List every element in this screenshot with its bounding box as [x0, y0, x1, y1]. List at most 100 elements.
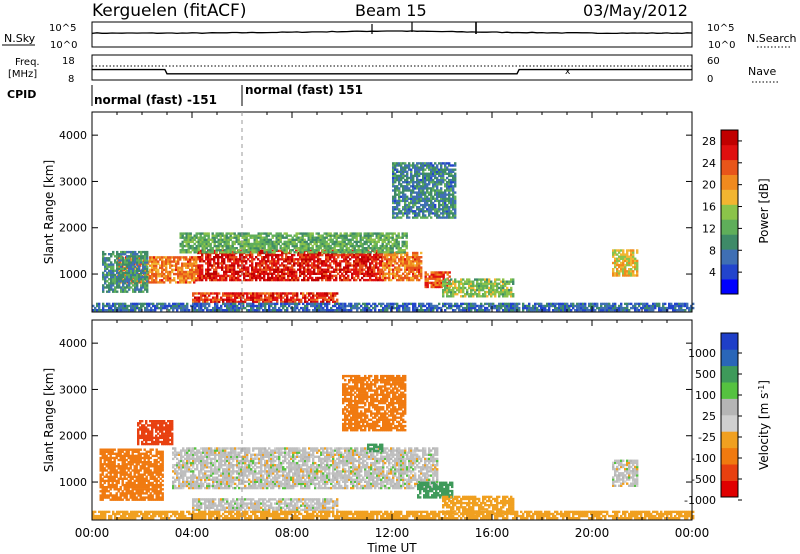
data-cell — [404, 181, 407, 184]
data-cell — [199, 258, 202, 261]
data-cell — [494, 295, 497, 298]
data-cell — [281, 268, 284, 271]
data-cell — [325, 234, 328, 237]
data-cell — [363, 249, 366, 252]
data-cell — [193, 260, 196, 263]
data-cell — [408, 256, 411, 259]
data-cell — [406, 176, 409, 180]
data-cell — [268, 302, 271, 306]
data-cell — [189, 251, 192, 254]
data-cell — [428, 281, 431, 285]
data-cell — [253, 270, 256, 273]
data-cell — [484, 295, 487, 298]
data-cell — [335, 253, 338, 257]
data-cell — [304, 304, 307, 308]
data-cell — [418, 214, 421, 217]
data-cell — [406, 278, 409, 282]
data-cell — [217, 253, 220, 257]
data-cell — [440, 187, 443, 190]
data-cell — [299, 256, 302, 259]
data-cell — [396, 214, 399, 217]
data-cell — [291, 253, 294, 257]
data-cell — [258, 306, 261, 310]
data-cell — [401, 251, 404, 254]
data-cell — [412, 264, 415, 267]
data-cell — [400, 185, 403, 188]
data-cell — [290, 296, 293, 299]
data-cell — [416, 268, 419, 271]
data-cell — [382, 278, 385, 282]
data-cell — [122, 290, 125, 293]
data-cell — [201, 268, 204, 271]
data-cell — [482, 295, 485, 298]
data-cell — [191, 258, 194, 261]
data-cell — [211, 249, 214, 252]
data-cell — [347, 249, 350, 252]
nsky-tick-top: 10^5 — [49, 23, 76, 34]
data-cell — [272, 292, 275, 295]
data-cell — [301, 236, 304, 239]
data-cell — [179, 236, 182, 239]
data-cell — [271, 276, 274, 280]
data-cell — [426, 283, 429, 287]
data-cell — [379, 253, 382, 257]
data-cell — [223, 274, 226, 278]
data-cell — [331, 260, 334, 263]
data-cell — [196, 298, 199, 301]
data-cell — [183, 270, 186, 274]
data-cell — [319, 240, 322, 244]
data-cell — [258, 296, 261, 299]
data-cell — [173, 279, 176, 282]
data-cell — [383, 251, 386, 254]
data-cell — [326, 302, 329, 306]
data-cell — [616, 268, 619, 271]
data-cell — [494, 288, 497, 292]
data-cell — [618, 249, 621, 252]
data-cell — [307, 262, 310, 265]
data-cell — [440, 193, 443, 196]
data-cell — [312, 296, 315, 299]
data-cell — [126, 304, 129, 308]
data-cell — [420, 309, 423, 312]
data-cell — [237, 240, 240, 244]
data-cell — [122, 261, 125, 264]
data-cell — [134, 255, 137, 258]
data-cell — [146, 267, 149, 270]
data-cell — [242, 302, 245, 306]
data-cell — [434, 304, 437, 308]
data-cell — [362, 302, 365, 306]
data-cell — [412, 253, 415, 257]
data-cell — [361, 266, 364, 269]
data-cell — [325, 278, 328, 282]
data-cell — [201, 258, 204, 261]
data-cell — [223, 278, 226, 282]
data-cell — [219, 242, 222, 246]
data-cell — [386, 302, 389, 306]
data-cell — [444, 170, 447, 173]
data-cell — [388, 276, 391, 280]
data-cell — [185, 264, 188, 267]
data-cell — [454, 284, 457, 288]
data-cell — [214, 298, 217, 301]
data-cell — [262, 304, 265, 308]
data-cell — [194, 309, 197, 312]
data-cell — [203, 276, 206, 280]
data-cell — [440, 174, 443, 178]
data-cell — [217, 278, 220, 282]
data-cell — [233, 247, 236, 250]
data-cell — [612, 272, 615, 275]
data-cell — [142, 290, 145, 293]
data-cell — [357, 268, 360, 271]
data-cell — [187, 262, 190, 265]
data-cell — [387, 242, 390, 246]
data-cell — [436, 187, 439, 190]
data-cell — [410, 210, 413, 213]
data-cell — [149, 268, 152, 272]
data-cell — [277, 258, 280, 261]
data-cell — [366, 306, 369, 310]
data-cell — [295, 251, 298, 254]
data-cell — [230, 292, 233, 295]
data-cell — [345, 242, 348, 246]
data-cell — [309, 256, 312, 259]
